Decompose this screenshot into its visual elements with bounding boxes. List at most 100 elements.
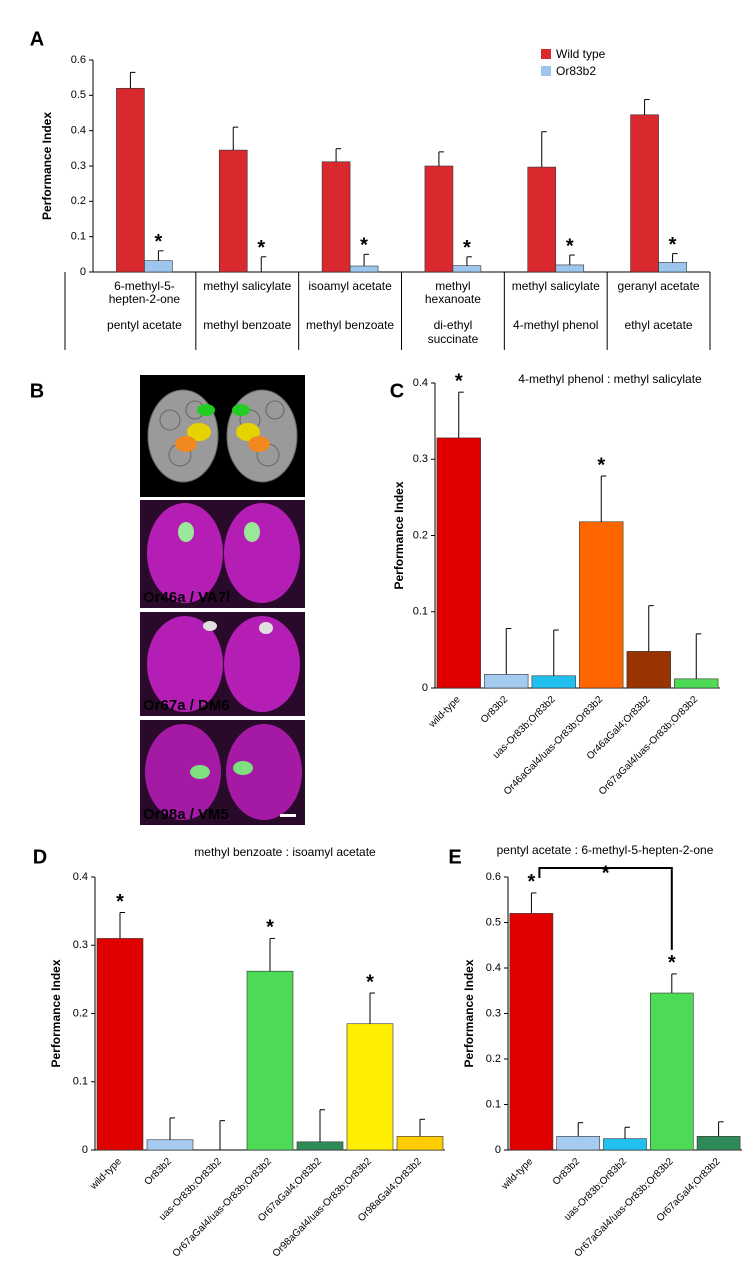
panel-letter: E	[448, 846, 461, 868]
panel-letter: B	[30, 380, 44, 402]
category-label: isoamyl acetate	[308, 279, 392, 293]
y-tick-label: 0.2	[486, 1053, 501, 1065]
blob	[232, 404, 250, 416]
x-tick-label: wild-type	[426, 694, 463, 731]
bar	[452, 265, 482, 273]
category-label: methyl salicylate	[512, 279, 600, 293]
image-label: Or46a / VA7l	[143, 589, 230, 606]
significance: *	[668, 952, 676, 974]
y-axis-label: Performance Index	[392, 481, 406, 589]
y-tick-label: 0	[82, 1144, 88, 1156]
bar	[626, 651, 671, 689]
significance: *	[669, 234, 677, 256]
bar	[349, 265, 379, 273]
bar	[630, 114, 659, 273]
y-tick-label: 0.3	[71, 160, 86, 172]
x-tick-label: Or83b2	[143, 1156, 175, 1188]
bar	[484, 673, 529, 689]
chart-title: methyl benzoate : isoamyl acetate	[194, 845, 376, 859]
bar	[116, 87, 145, 273]
y-tick-label: 0.3	[486, 1007, 501, 1019]
y-tick-label: 0	[80, 266, 86, 278]
confocal-1	[140, 500, 305, 608]
bar	[603, 1138, 647, 1151]
panel-letter: A	[30, 28, 44, 50]
panel-b-images	[140, 375, 305, 825]
category-label: hepten-2-one	[109, 292, 181, 306]
confocal-2	[140, 612, 305, 716]
y-axis-label: Performance Index	[40, 112, 54, 220]
bar	[321, 161, 351, 273]
image-label: Or67a / DM6	[143, 697, 230, 714]
blob	[248, 436, 270, 452]
significance: *	[116, 891, 124, 913]
significance: *	[366, 971, 374, 993]
y-tick-label: 0.6	[71, 54, 86, 66]
bar	[649, 992, 694, 1151]
blob	[236, 423, 260, 441]
y-tick-label: 0.1	[71, 231, 86, 243]
significance: *	[360, 235, 368, 257]
y-tick-label: 0.2	[413, 529, 428, 541]
legend-swatch	[541, 49, 551, 59]
significance: *	[597, 454, 605, 476]
bar	[146, 1139, 194, 1151]
bar	[96, 938, 144, 1151]
bar	[579, 521, 624, 689]
legend-label: Or83b2	[556, 64, 596, 78]
y-tick-label: 0.5	[486, 916, 501, 928]
significance: *	[257, 237, 265, 259]
bar	[144, 260, 173, 273]
x-tick-label: Or67aGal4/uas-Or83b;Or83b2	[171, 1156, 275, 1260]
significance: *	[266, 917, 274, 939]
significance: *	[455, 370, 463, 392]
bar	[509, 913, 554, 1151]
significance: *	[602, 862, 610, 884]
y-tick-label: 0.2	[73, 1007, 88, 1019]
x-tick-label: Or83b2	[479, 694, 511, 726]
bar	[396, 1136, 444, 1151]
x-tick-label: Or67aGal4/uas-Or83b;Or83b2	[572, 1156, 676, 1260]
bar	[424, 165, 454, 273]
chart-title: pentyl acetate : 6-methyl-5-hepten-2-one	[497, 843, 714, 857]
significance-bracket	[538, 867, 673, 950]
bar	[296, 1141, 344, 1151]
category-label: methyl salicylate	[203, 279, 291, 293]
image-label: Or98a / VM5	[143, 806, 229, 823]
significance: *	[566, 235, 574, 257]
x-tick-label: wild-type	[88, 1156, 125, 1193]
y-tick-label: 0.4	[71, 125, 86, 137]
blob	[197, 404, 215, 416]
y-tick-label: 0.6	[486, 871, 501, 883]
legend-label: Wild type	[556, 47, 606, 61]
x-tick-label: Or98aGal4/uas-Or83b;Or83b2	[271, 1156, 375, 1260]
bar	[218, 149, 248, 273]
category-label: methyl	[435, 279, 470, 293]
y-tick-label: 0.1	[413, 606, 428, 618]
bar	[527, 166, 557, 273]
significance: *	[463, 237, 471, 259]
x-tick-label: Or67aGal4/uas-Or83b;Or83b2	[597, 694, 701, 798]
bar	[696, 1136, 741, 1151]
category-label: ethyl acetate	[625, 318, 693, 332]
bar	[658, 262, 687, 273]
category-label: geranyl acetate	[618, 279, 700, 293]
scale-bar	[280, 814, 296, 817]
category-label: 6-methyl-5-	[114, 279, 175, 293]
y-tick-label: 0.4	[413, 377, 428, 389]
category-label: methyl benzoate	[306, 318, 394, 332]
category-label: pentyl acetate	[107, 318, 182, 332]
y-tick-label: 0.5	[71, 89, 86, 101]
y-tick-label: 0.1	[486, 1098, 501, 1110]
blob	[175, 436, 197, 452]
category-label: succinate	[428, 332, 479, 346]
y-tick-label: 0.4	[73, 871, 88, 883]
bar	[246, 970, 294, 1151]
category-label: hexanoate	[425, 292, 481, 306]
x-tick-label: Or83b2	[551, 1156, 583, 1188]
y-axis-label: Performance Index	[49, 959, 63, 1067]
x-tick-label: wild-type	[499, 1156, 536, 1193]
x-tick-label: Or46aGal4/uas-Or83b;Or83b2	[502, 694, 606, 798]
category-label: 4-methyl phenol	[513, 318, 598, 332]
bar	[555, 264, 585, 273]
